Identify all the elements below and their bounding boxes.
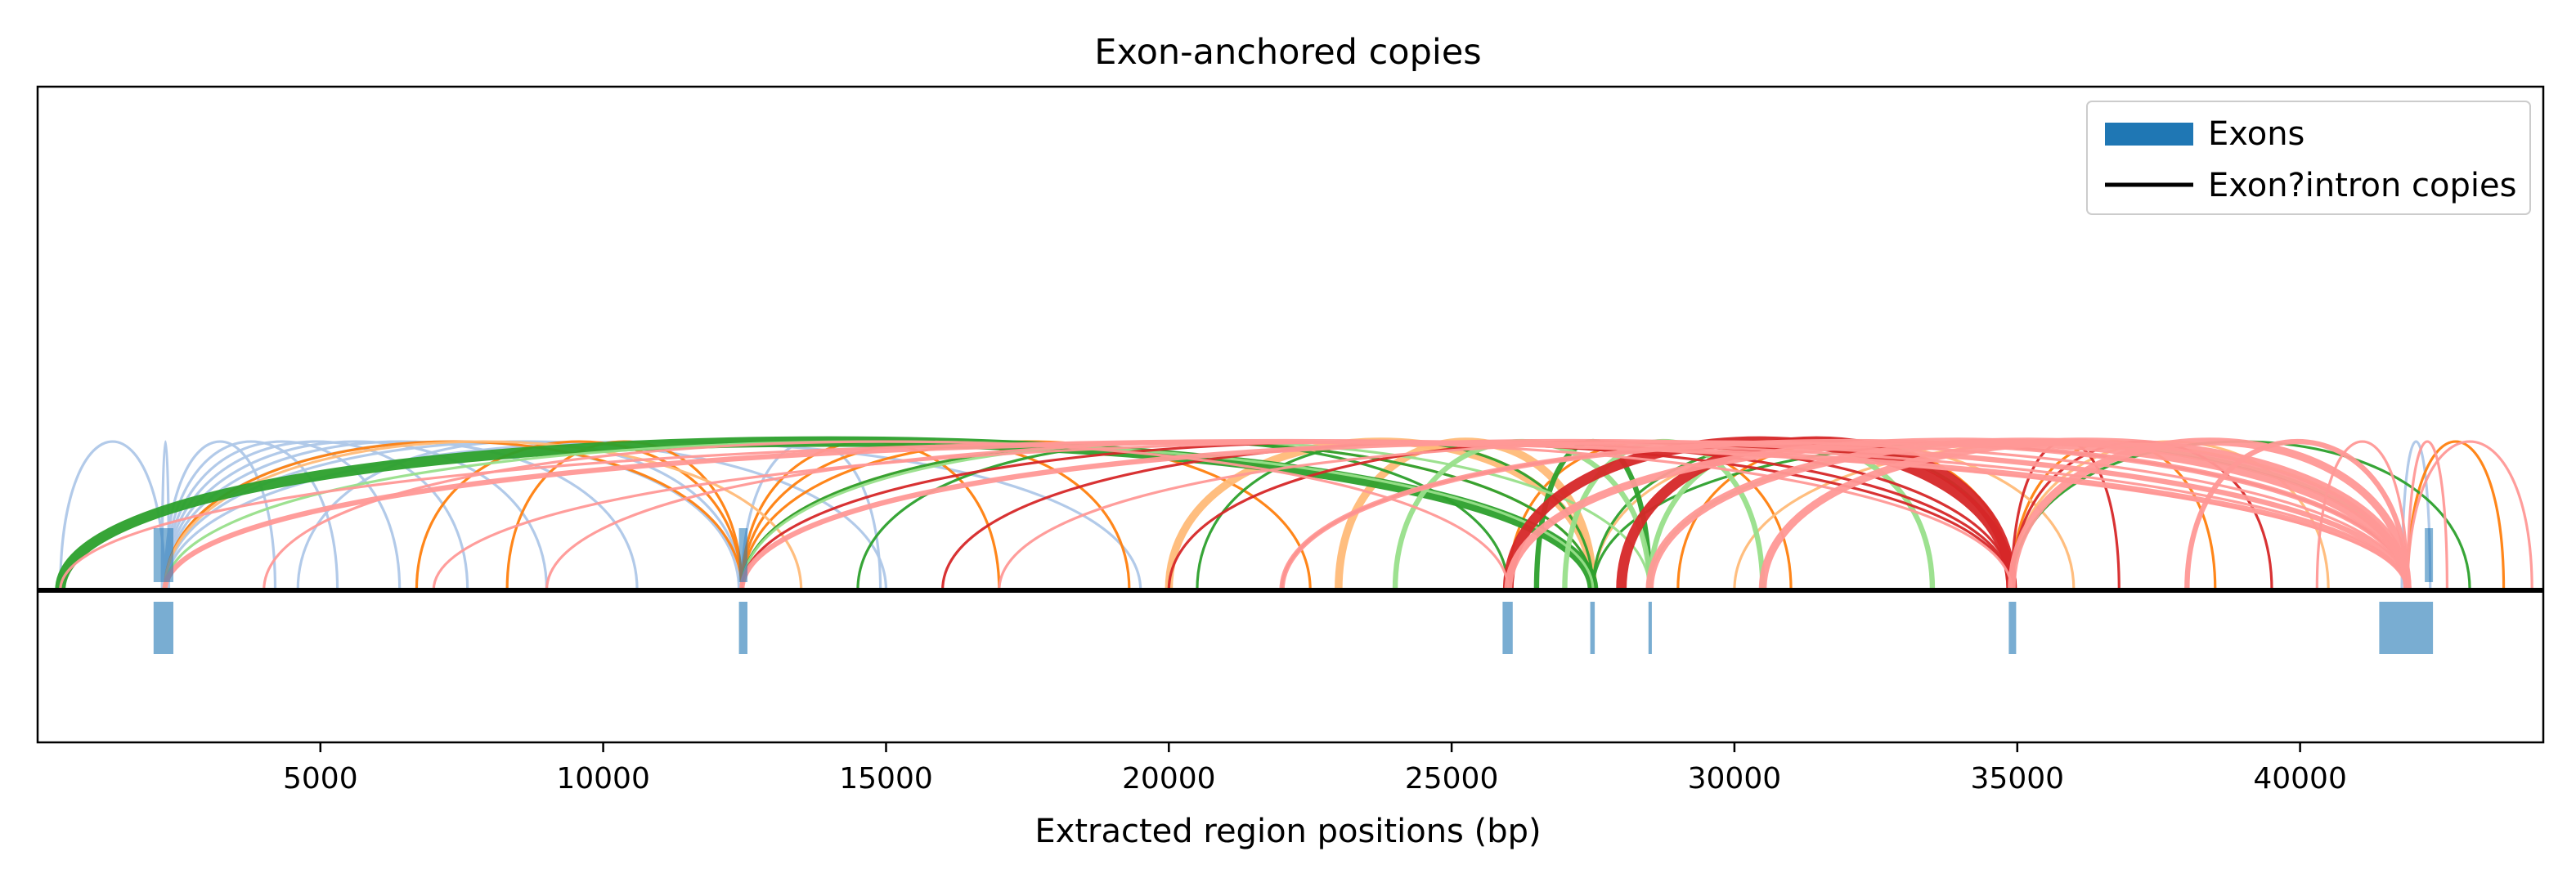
copy-arc [164,440,469,591]
copy-arc [545,440,2013,591]
x-tick-label: 40000 [2253,762,2347,796]
copy-arc [164,440,277,591]
copy-arc [738,438,2411,591]
legend-frame [2086,101,2531,215]
copy-arc [2406,440,2448,591]
arcs-layer [55,436,2533,591]
exon-block [738,602,747,654]
exon-block [1590,602,1595,654]
chart-title: Exon-anchored copies [1094,32,1481,73]
copy-arc [2406,440,2506,591]
exons-layer [153,528,2434,654]
x-tick-label: 30000 [1688,762,1782,796]
copy-arc [2315,440,2409,591]
plot-frame [36,85,2545,744]
copy-arc [2184,438,2411,591]
x-tick-label: 15000 [839,762,933,796]
copy-arc [59,440,167,591]
exon-block [1648,602,1652,654]
exon-marker-upper [153,528,173,582]
legend-exons-swatch [2105,123,2193,146]
x-tick-label: 10000 [556,762,650,796]
x-tick-label: 20000 [1122,762,1216,796]
exon-block [2379,602,2434,654]
copy-arc [1758,437,2412,591]
copy-arc [2008,437,2412,591]
axes-layer: 5000 10000 15000 20000 25000 30000 35000 40000 [36,85,2545,796]
copy-arc [164,440,402,591]
copy-arc [263,440,1510,591]
exon-block [2008,602,2017,654]
exon-block [1502,602,1513,654]
exon-marker-upper [738,528,747,582]
legend-copies-label: Exon?intron copies [2208,167,2516,204]
copy-arc [998,440,2409,591]
copy-arc [164,440,339,591]
copy-arc [1279,438,2411,591]
copy-arc [160,440,171,591]
x-tick-label: 5000 [283,762,358,796]
exon-block [153,602,173,654]
copy-arc [415,440,743,591]
exon-marker-upper [2425,528,2434,582]
x-tick-label: 25000 [1405,762,1499,796]
copy-arc [2406,440,2533,591]
x-tick-label: 35000 [1971,762,2065,796]
legend: Exons Exon?intron copies [2086,101,2531,215]
copy-arc [164,440,549,591]
legend-exons-label: Exons [2208,115,2304,153]
x-axis-label: Extracted region positions (bp) [1034,813,1541,850]
